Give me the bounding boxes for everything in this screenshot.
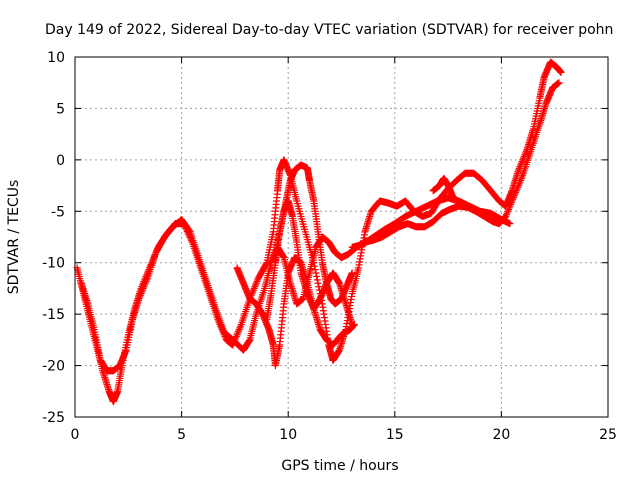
data-point xyxy=(234,329,242,337)
data-point xyxy=(315,283,323,291)
data-point xyxy=(512,187,520,195)
data-point xyxy=(505,206,513,214)
data-point xyxy=(142,278,150,286)
data-point xyxy=(555,79,563,87)
data-point xyxy=(252,281,260,289)
data-point xyxy=(517,176,525,184)
x-axis-label: GPS time / hours xyxy=(281,458,398,474)
data-point xyxy=(515,180,523,188)
y-tick-label: 5 xyxy=(56,101,65,117)
series-arc-7 xyxy=(429,174,461,205)
data-point xyxy=(502,211,510,219)
series-arc-5 xyxy=(271,197,356,328)
data-point xyxy=(139,284,147,292)
data-point xyxy=(557,68,565,76)
x-tick-label: 20 xyxy=(492,427,510,443)
y-tick-label: -20 xyxy=(42,359,65,375)
chart-title: Day 149 of 2022, Sidereal Day-to-day VTE… xyxy=(45,22,613,38)
x-tick-label: 0 xyxy=(71,427,80,443)
data-point xyxy=(348,269,356,277)
y-ticks: -25 -20 -15 -10 -5 0 5 10 xyxy=(42,50,608,426)
data-point xyxy=(141,279,149,287)
data-point xyxy=(251,283,259,291)
data-point xyxy=(348,320,356,328)
x-tick-label: 15 xyxy=(386,427,404,443)
data-point xyxy=(249,286,257,294)
data-point xyxy=(513,185,521,193)
data-point xyxy=(503,209,511,217)
data-point xyxy=(509,195,517,203)
data-point xyxy=(138,288,146,296)
data-point xyxy=(311,266,319,274)
data-point xyxy=(511,190,519,198)
data-point xyxy=(141,281,149,289)
data-point xyxy=(507,200,515,208)
data-point xyxy=(517,159,525,167)
data-point xyxy=(518,158,526,166)
data-point xyxy=(136,291,144,299)
data-point xyxy=(236,324,244,332)
data-point xyxy=(516,178,524,186)
data-point xyxy=(253,278,261,286)
data-point xyxy=(522,149,530,157)
data-point xyxy=(506,202,514,210)
data-point xyxy=(232,332,240,340)
data-point xyxy=(517,175,525,183)
x-tick-label: 5 xyxy=(177,427,186,443)
y-tick-label: -25 xyxy=(42,410,65,426)
data-point xyxy=(506,220,514,228)
data-point xyxy=(252,279,260,287)
data-point xyxy=(453,197,461,205)
data-point xyxy=(234,327,242,335)
data-point xyxy=(504,207,512,215)
data-point xyxy=(139,286,147,294)
data-point xyxy=(262,260,270,268)
data-point xyxy=(136,293,144,301)
data-point xyxy=(185,227,193,235)
data-point xyxy=(509,194,517,202)
data-point xyxy=(510,192,518,200)
series-arc-3 xyxy=(263,161,356,323)
data-point xyxy=(312,269,320,277)
data-point xyxy=(518,173,526,181)
data-point xyxy=(237,322,245,330)
data-point xyxy=(250,284,258,292)
data-point xyxy=(233,331,241,339)
x-tick-label: 10 xyxy=(279,427,297,443)
y-tick-label: 0 xyxy=(56,153,65,169)
y-tick-label: -10 xyxy=(42,256,65,272)
data-point xyxy=(512,188,520,196)
data-point xyxy=(505,204,513,212)
data-point xyxy=(507,199,515,207)
data-point xyxy=(314,279,322,287)
data-point xyxy=(514,182,522,190)
data-point xyxy=(135,295,143,303)
data-point xyxy=(313,272,321,280)
data-point xyxy=(508,197,516,205)
data-point xyxy=(137,290,145,298)
y-tick-label: -15 xyxy=(42,307,65,323)
plot-data xyxy=(73,58,565,406)
y-tick-label: 10 xyxy=(47,50,65,66)
y-axis-label: SDTVAR / TECUs xyxy=(6,180,22,295)
data-point xyxy=(235,326,243,334)
x-tick-label: 25 xyxy=(599,427,617,443)
grid xyxy=(75,57,608,417)
x-ticks: 0 5 10 15 20 25 xyxy=(71,57,617,443)
data-point xyxy=(514,183,522,191)
data-point xyxy=(514,166,522,174)
y-tick-label: -5 xyxy=(51,204,65,220)
data-point xyxy=(521,151,529,159)
data-point xyxy=(140,283,148,291)
plot-frame xyxy=(74,56,609,418)
data-point xyxy=(143,276,151,284)
data-point xyxy=(254,276,262,284)
data-point xyxy=(313,276,321,284)
